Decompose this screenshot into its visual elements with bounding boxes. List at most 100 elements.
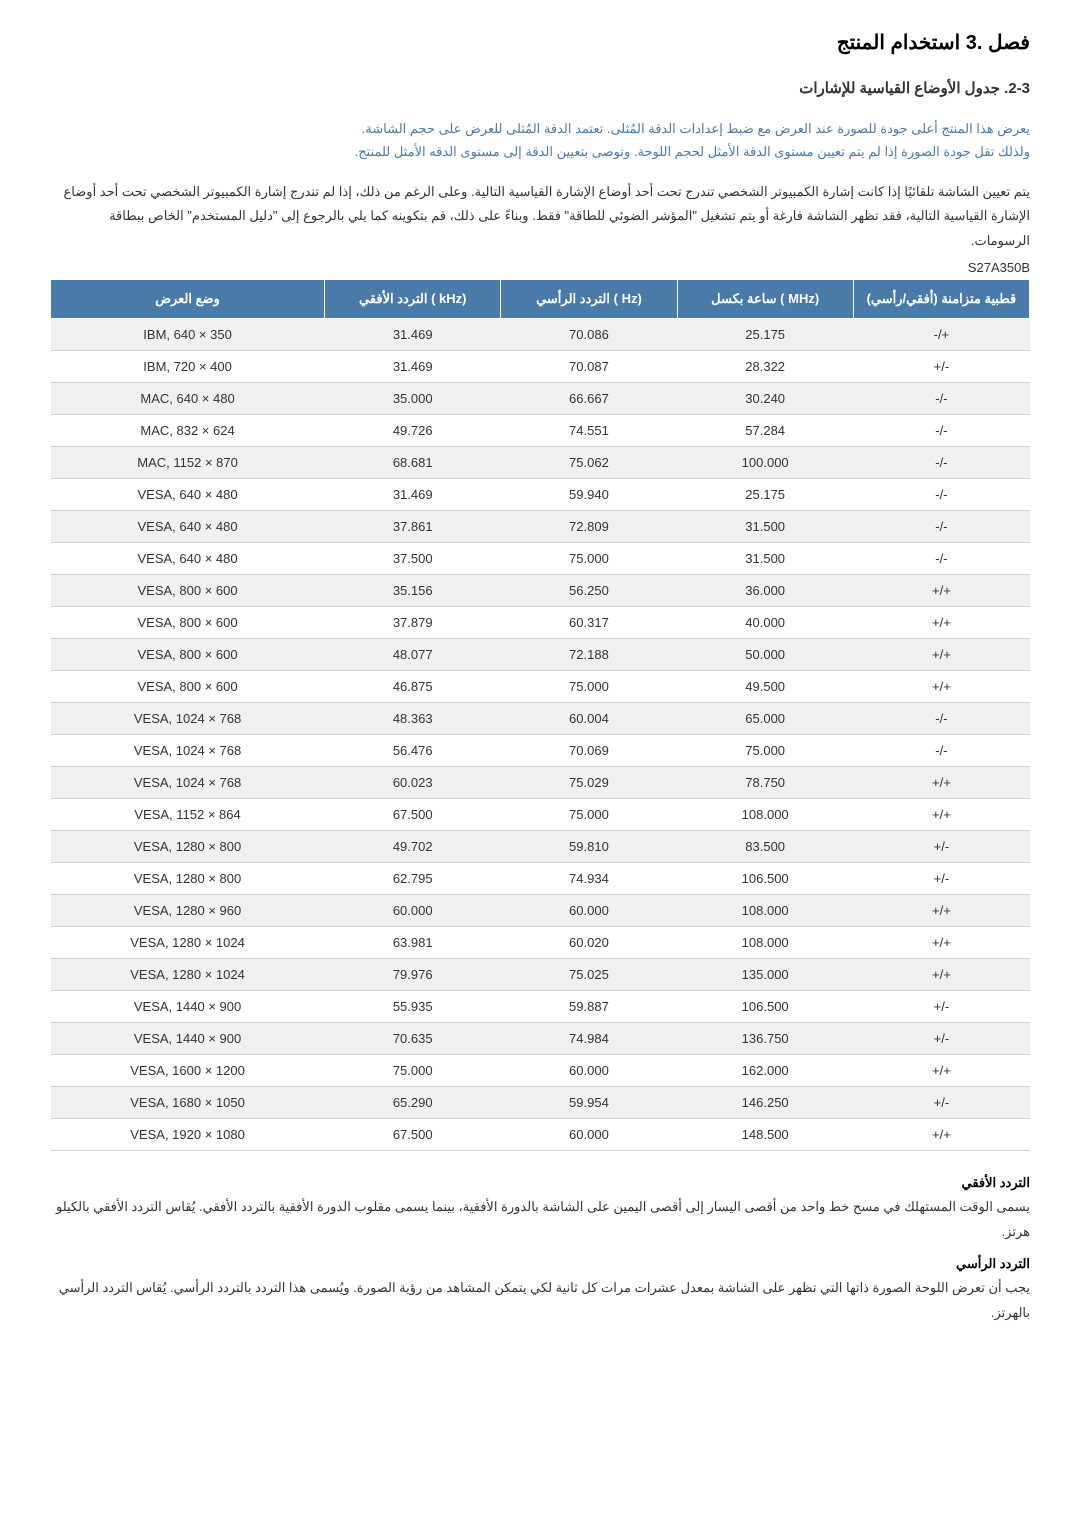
cell-mode: VESA, 800 × 600 (51, 607, 325, 639)
cell-hfreq: 60.023 (325, 767, 501, 799)
table-row: VESA, 1600 × 120075.00060.000162.000+/+ (51, 1055, 1030, 1087)
cell-clock: 65.000 (677, 703, 853, 735)
cell-vfreq: 60.020 (501, 927, 677, 959)
table-row: VESA, 1024 × 76860.02375.02978.750+/+ (51, 767, 1030, 799)
cell-clock: 50.000 (677, 639, 853, 671)
section-title: 2-3. جدول الأوضاع القياسية للإشارات (50, 79, 1030, 97)
cell-vfreq: 59.887 (501, 991, 677, 1023)
cell-hfreq: 35.000 (325, 383, 501, 415)
table-row: VESA, 1440 × 90055.93559.887106.500+/- (51, 991, 1030, 1023)
cell-pol: +/+ (853, 1055, 1029, 1087)
cell-hfreq: 55.935 (325, 991, 501, 1023)
cell-hfreq: 67.500 (325, 1119, 501, 1151)
table-row: VESA, 640 × 48037.50075.00031.500-/- (51, 543, 1030, 575)
note-line-2: ولذلك تقل جودة الصورة إذا لم يتم تعيين م… (50, 140, 1030, 163)
cell-vfreq: 74.984 (501, 1023, 677, 1055)
cell-pol: +/+ (853, 639, 1029, 671)
cell-hfreq: 68.681 (325, 447, 501, 479)
cell-hfreq: 65.290 (325, 1087, 501, 1119)
cell-vfreq: 70.069 (501, 735, 677, 767)
cell-pol: +/+ (853, 1119, 1029, 1151)
table-row: VESA, 640 × 48031.46959.94025.175-/- (51, 479, 1030, 511)
cell-clock: 100.000 (677, 447, 853, 479)
table-row: VESA, 800 × 60035.15656.25036.000+/+ (51, 575, 1030, 607)
cell-hfreq: 62.795 (325, 863, 501, 895)
cell-mode: VESA, 1280 × 1024 (51, 959, 325, 991)
table-row: VESA, 640 × 48037.86172.80931.500-/- (51, 511, 1030, 543)
table-row: IBM, 720 × 40031.46970.08728.322+/- (51, 351, 1030, 383)
cell-hfreq: 46.875 (325, 671, 501, 703)
cell-mode: VESA, 1920 × 1080 (51, 1119, 325, 1151)
model-code: S27A350B (50, 260, 1030, 275)
table-row: VESA, 800 × 60046.87575.00049.500+/+ (51, 671, 1030, 703)
cell-pol: +/- (853, 1023, 1029, 1055)
cell-hfreq: 48.077 (325, 639, 501, 671)
cell-clock: 25.175 (677, 319, 853, 351)
cell-clock: 108.000 (677, 895, 853, 927)
cell-pol: +/- (853, 351, 1029, 383)
signal-modes-table: وضع العرض التردد الأفقي ( kHz) التردد ال… (50, 279, 1030, 1151)
table-row: VESA, 1024 × 76856.47670.06975.000-/- (51, 735, 1030, 767)
cell-vfreq: 66.667 (501, 383, 677, 415)
note-line-1: يعرض هذا المنتج أعلى جودة للصورة عند الع… (50, 117, 1030, 140)
col-header-vfreq: التردد الرأسي ( Hz) (501, 279, 677, 318)
cell-hfreq: 37.861 (325, 511, 501, 543)
cell-vfreq: 59.954 (501, 1087, 677, 1119)
cell-hfreq: 35.156 (325, 575, 501, 607)
cell-hfreq: 75.000 (325, 1055, 501, 1087)
cell-mode: VESA, 1600 × 1200 (51, 1055, 325, 1087)
cell-clock: 36.000 (677, 575, 853, 607)
cell-vfreq: 75.062 (501, 447, 677, 479)
cell-vfreq: 60.000 (501, 1119, 677, 1151)
cell-pol: -/- (853, 447, 1029, 479)
cell-mode: VESA, 1024 × 768 (51, 767, 325, 799)
cell-pol: +/+ (853, 799, 1029, 831)
cell-pol: +/+ (853, 927, 1029, 959)
cell-mode: VESA, 800 × 600 (51, 575, 325, 607)
cell-hfreq: 31.469 (325, 351, 501, 383)
cell-clock: 25.175 (677, 479, 853, 511)
cell-mode: MAC, 832 × 624 (51, 415, 325, 447)
cell-pol: +/- (853, 991, 1029, 1023)
cell-vfreq: 56.250 (501, 575, 677, 607)
cell-vfreq: 72.188 (501, 639, 677, 671)
cell-mode: VESA, 800 × 600 (51, 671, 325, 703)
cell-vfreq: 60.000 (501, 895, 677, 927)
table-row: VESA, 1920 × 108067.50060.000148.500+/+ (51, 1119, 1030, 1151)
cell-clock: 78.750 (677, 767, 853, 799)
cell-clock: 57.284 (677, 415, 853, 447)
cell-clock: 106.500 (677, 991, 853, 1023)
col-header-hfreq: التردد الأفقي ( kHz) (325, 279, 501, 318)
cell-mode: VESA, 1440 × 900 (51, 991, 325, 1023)
cell-pol: -/- (853, 543, 1029, 575)
cell-vfreq: 70.086 (501, 319, 677, 351)
cell-vfreq: 59.810 (501, 831, 677, 863)
cell-hfreq: 60.000 (325, 895, 501, 927)
cell-hfreq: 56.476 (325, 735, 501, 767)
table-row: VESA, 1280 × 80049.70259.81083.500+/- (51, 831, 1030, 863)
cell-clock: 148.500 (677, 1119, 853, 1151)
cell-hfreq: 79.976 (325, 959, 501, 991)
cell-clock: 40.000 (677, 607, 853, 639)
cell-clock: 136.750 (677, 1023, 853, 1055)
table-row: MAC, 832 × 62449.72674.55157.284-/- (51, 415, 1030, 447)
cell-clock: 28.322 (677, 351, 853, 383)
cell-hfreq: 37.879 (325, 607, 501, 639)
cell-pol: -/- (853, 415, 1029, 447)
cell-mode: VESA, 1024 × 768 (51, 735, 325, 767)
table-row: VESA, 1680 × 105065.29059.954146.250+/- (51, 1087, 1030, 1119)
cell-hfreq: 48.363 (325, 703, 501, 735)
cell-clock: 108.000 (677, 799, 853, 831)
cell-mode: VESA, 640 × 480 (51, 511, 325, 543)
cell-mode: MAC, 640 × 480 (51, 383, 325, 415)
table-row: IBM, 640 × 35031.46970.08625.175-/+ (51, 319, 1030, 351)
cell-mode: VESA, 1280 × 800 (51, 863, 325, 895)
cell-vfreq: 59.940 (501, 479, 677, 511)
cell-pol: +/+ (853, 575, 1029, 607)
term-h-body: يسمى الوقت المستهلك في مسح خط واحد من أق… (50, 1195, 1030, 1244)
cell-mode: VESA, 1280 × 1024 (51, 927, 325, 959)
cell-clock: 146.250 (677, 1087, 853, 1119)
cell-mode: VESA, 640 × 480 (51, 479, 325, 511)
cell-vfreq: 60.000 (501, 1055, 677, 1087)
cell-pol: -/- (853, 511, 1029, 543)
